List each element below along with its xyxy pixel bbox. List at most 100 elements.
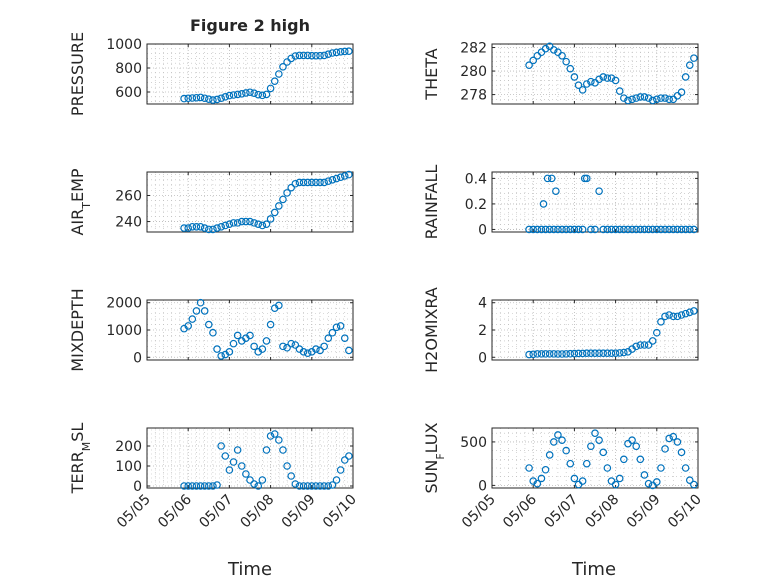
x-axis-label-right: Time [571, 559, 616, 580]
data-point [266, 84, 275, 93]
data-point [529, 225, 538, 234]
data-point [332, 174, 341, 183]
data-point [636, 93, 645, 101]
data-point [225, 348, 234, 356]
x-axis-label-left: Time [227, 559, 272, 580]
data-point [582, 459, 591, 468]
data-point [554, 225, 562, 234]
x-tick-label: 05/10 [665, 492, 705, 532]
data-point [669, 312, 678, 321]
x-tick-label: 05/05 [459, 492, 499, 532]
y-axis-label: H2OMIXRA [422, 287, 441, 373]
data-point [209, 96, 217, 104]
data-point [217, 352, 225, 360]
data-point [628, 436, 636, 444]
data-point [225, 466, 234, 474]
data-point [578, 225, 587, 234]
data-point [233, 331, 242, 340]
data-point [587, 225, 595, 234]
data-point [549, 225, 558, 234]
data-point [270, 77, 279, 86]
data-point [188, 315, 197, 323]
subplot-2: 278 280 282 THETA [422, 41, 699, 105]
data-point [200, 307, 209, 315]
data-point [270, 430, 279, 438]
data-point [196, 482, 205, 490]
data-point [549, 438, 558, 446]
data-point [336, 47, 345, 56]
data-point [221, 93, 230, 101]
data-point [591, 429, 599, 438]
data-point [652, 95, 661, 104]
data-point [648, 337, 657, 345]
data-point [324, 50, 333, 59]
data-point [237, 217, 246, 226]
data-point [254, 482, 263, 490]
data-point [287, 54, 296, 63]
data-point [188, 482, 197, 490]
data-point [673, 225, 682, 234]
y-axis-label: PRESSURE [68, 32, 87, 116]
data-point [607, 225, 616, 234]
y-tick-label: 240 [115, 215, 142, 231]
data-point [262, 337, 271, 345]
data-point [275, 301, 283, 310]
data-point [295, 178, 304, 187]
y-tick-label: 100 [115, 459, 142, 475]
data-point [545, 350, 554, 358]
data-point [566, 225, 575, 234]
data-point [287, 472, 296, 480]
data-point [681, 464, 690, 472]
data-point [279, 63, 287, 71]
data-point [607, 349, 616, 357]
data-point [299, 178, 308, 187]
data-point [332, 323, 341, 332]
data-point [632, 442, 641, 451]
data-point [303, 51, 312, 60]
data-point [599, 225, 608, 234]
data-point [254, 90, 263, 99]
data-point [640, 341, 649, 349]
data-point [554, 431, 562, 439]
data-point [533, 225, 542, 234]
data-point [615, 474, 624, 483]
data-point [525, 350, 533, 359]
data-point [661, 94, 669, 102]
data-point [295, 51, 304, 60]
data-point [266, 432, 275, 440]
data-point [250, 342, 258, 351]
data-point [340, 172, 349, 180]
data-point [525, 464, 533, 472]
data-point [250, 89, 258, 98]
data-point [673, 438, 682, 446]
data-point [345, 452, 353, 460]
data-point [690, 307, 698, 315]
data-point [554, 350, 562, 358]
y-tick-label: 0 [133, 479, 142, 495]
data-point [652, 478, 661, 486]
data-point [620, 94, 628, 102]
data-point [270, 208, 279, 217]
data-point [595, 187, 603, 195]
data-point [677, 311, 686, 319]
data-point [541, 350, 550, 358]
data-point [200, 482, 209, 490]
data-point [620, 225, 628, 234]
data-point [525, 225, 533, 234]
data-point [533, 479, 542, 488]
data-point [303, 178, 312, 187]
data-point [591, 225, 599, 234]
data-point [233, 90, 242, 99]
data-point [307, 51, 316, 60]
data-point [180, 94, 188, 103]
data-point [246, 476, 254, 484]
data-point [213, 345, 221, 353]
data-point [640, 471, 649, 479]
data-point [562, 57, 570, 66]
axes-frame [146, 171, 354, 233]
y-axis-label: THETA [422, 48, 441, 100]
data-point [570, 349, 579, 358]
data-point [345, 346, 353, 355]
data-point [184, 224, 193, 232]
data-point [661, 225, 669, 234]
